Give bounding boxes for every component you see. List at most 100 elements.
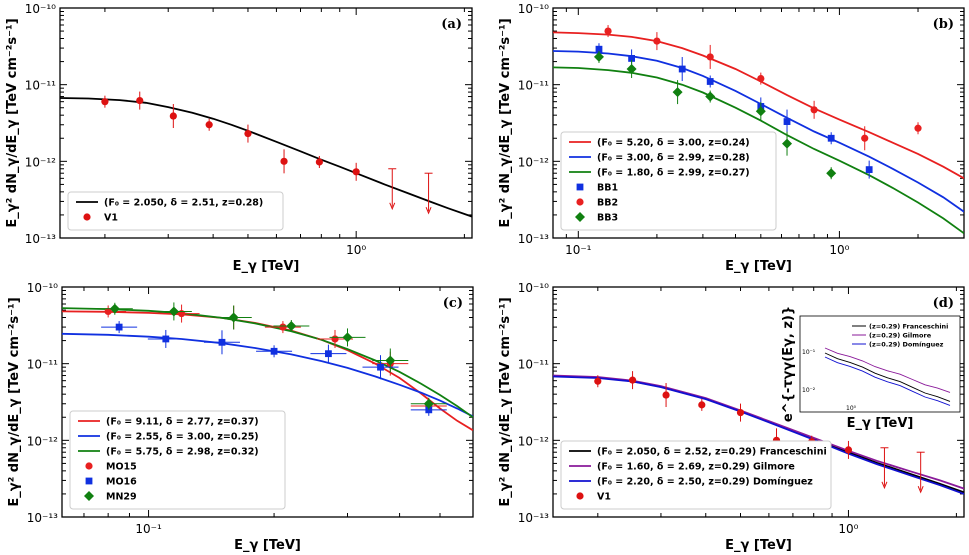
- upper-limit-arrow: [917, 486, 924, 494]
- data-point: [595, 45, 603, 53]
- data-point: [279, 323, 287, 331]
- x-tick-label: 10⁻¹: [565, 243, 592, 257]
- y-tick-label: 10⁻¹¹: [27, 358, 58, 372]
- inset-x-tick-label: 10⁰: [846, 405, 857, 412]
- legend-label: BB2: [597, 198, 618, 209]
- inset-chart: (z=0.29) Franceschini(z=0.29) Gilmore(z=…: [781, 306, 961, 431]
- data-point: [861, 134, 869, 142]
- data-point: [162, 335, 170, 343]
- data-point: [662, 391, 670, 399]
- data-point: [826, 168, 837, 179]
- data-point: [109, 303, 120, 314]
- data-point: [270, 347, 278, 355]
- x-axis-label: E_γ [TeV]: [725, 538, 792, 553]
- data-point: [653, 37, 661, 45]
- x-tick-label: 10⁻¹: [135, 522, 162, 536]
- data-point: [576, 492, 584, 500]
- data-point: [736, 409, 745, 417]
- legend-label: (F₀ = 2.050, δ = 2.52, z=0.29) Francesch…: [597, 447, 827, 458]
- y-tick-label: 10⁻¹²: [518, 155, 549, 169]
- data-point: [593, 51, 604, 62]
- legend-label: BB1: [597, 183, 618, 194]
- x-tick-label: 10⁰: [838, 522, 858, 536]
- data-point: [315, 158, 323, 166]
- data-point: [705, 91, 716, 102]
- data-point: [783, 118, 791, 125]
- y-tick-label: 10⁻¹⁰: [518, 281, 549, 295]
- panel-d: 10⁰ 10⁻¹³ 10⁻¹² 10⁻¹¹ 10⁻¹⁰ E_γ [TeV] E_γ² dN_…: [498, 281, 965, 553]
- x-axis-label: E_γ [TeV]: [234, 538, 301, 553]
- legend-label: (F₀ = 1.60, δ = 2.69, z=0.29) Gilmore: [597, 462, 795, 473]
- plot-area: [62, 302, 473, 432]
- y-tick-label: 10⁻¹²: [25, 155, 56, 169]
- data-point: [286, 320, 297, 331]
- y-axis-label: E_γ² dN_γ/dE_γ [TeV cm⁻²s⁻¹]: [5, 18, 20, 227]
- data-point: [594, 377, 602, 385]
- plot-area: [553, 25, 964, 235]
- panel-label: (c): [443, 296, 463, 311]
- y-tick-label: 10⁻¹⁰: [27, 281, 58, 295]
- legend-label: BB3: [597, 213, 618, 224]
- inset-curve: [824, 352, 951, 402]
- data-point: [85, 477, 93, 485]
- y-tick-label: 10⁻¹³: [518, 232, 549, 246]
- data-point: [810, 106, 818, 114]
- legend: (F₀ = 9.11, δ = 2.77, z=0.37) (F₀ = 2.55,…: [69, 410, 286, 510]
- inset-legend-label: (z=0.29) Franceschini: [869, 322, 948, 330]
- plot-frame: [552, 7, 965, 239]
- data-point: [755, 106, 766, 117]
- data-point: [115, 323, 123, 331]
- legend: (F₀ = 5.20, δ = 3.00, z=0.24) (F₀ = 3.00,…: [560, 131, 777, 231]
- upper-limit-arrow: [881, 481, 888, 490]
- data-point: [782, 138, 793, 149]
- legend-label: MN29: [106, 492, 137, 503]
- panel-label: (d): [933, 296, 954, 311]
- data-point: [698, 401, 706, 409]
- y-tick-label: 10⁻¹³: [518, 511, 549, 525]
- inset-y-tick-label: 10⁻¹: [802, 349, 816, 356]
- y-tick-label: 10⁻¹¹: [518, 358, 549, 372]
- series-line: [553, 66, 964, 235]
- legend-box: [67, 191, 284, 231]
- x-axis-label: E_γ [TeV]: [233, 259, 300, 274]
- data-point: [425, 406, 433, 414]
- data-point: [757, 74, 765, 83]
- data-point: [169, 112, 177, 120]
- legend-label: (F₀ = 9.11, δ = 2.77, z=0.37): [106, 417, 259, 428]
- upper-limit-arrow: [425, 207, 432, 215]
- data-point: [228, 312, 239, 323]
- data-point: [104, 307, 112, 316]
- x-tick-label: 10⁰: [829, 243, 849, 257]
- data-point: [218, 338, 226, 346]
- data-point: [331, 335, 339, 343]
- legend: (F₀ = 2.050, δ = 2.52, z=0.29) Francesch…: [560, 440, 832, 510]
- legend-box: [69, 410, 286, 510]
- data-point: [604, 27, 612, 35]
- data-point: [628, 55, 636, 62]
- legend-box: [560, 131, 777, 231]
- panel-c: 10⁻¹ 10⁻¹³ 10⁻¹² 10⁻¹¹ 10⁻¹⁰ E_γ [TeV] E_γ² dN…: [7, 281, 474, 553]
- inset-legend-label: (z=0.29) Gilmore: [869, 331, 932, 339]
- panel-label: (a): [441, 17, 462, 32]
- data-point: [844, 446, 853, 454]
- y-axis-label: E_γ² dN_γ/dE_γ [TeV cm⁻²s⁻¹]: [498, 18, 513, 227]
- y-axis-label: E_γ² dN_γ/dE_γ [TeV cm⁻²s⁻¹]: [498, 297, 513, 506]
- legend-label: (F₀ = 5.75, δ = 2.98, z=0.32): [106, 447, 259, 458]
- inset-legend-label: (z=0.29) Domínguez: [869, 340, 944, 348]
- data-point: [325, 350, 332, 358]
- series-line: [62, 307, 473, 419]
- legend-box: [560, 440, 832, 510]
- series-line: [60, 97, 472, 218]
- legend-label: (F₀ = 2.20, δ = 2.50, z=0.29) Domínguez: [597, 477, 813, 488]
- y-tick-label: 10⁻¹²: [27, 434, 58, 448]
- panel-b: 10⁻¹ 10⁰ 10⁻¹³ 10⁻¹² 10⁻¹¹ 10⁻¹⁰ E_γ [TeV] E_γ²…: [498, 2, 965, 274]
- y-tick-label: 10⁻¹⁰: [518, 2, 549, 16]
- data-point: [85, 462, 93, 470]
- data-point: [423, 398, 434, 409]
- data-point: [101, 98, 109, 106]
- plot-area: [60, 91, 472, 218]
- legend-label: MO15: [106, 462, 137, 473]
- y-tick-label: 10⁻¹¹: [25, 79, 56, 93]
- data-point: [576, 183, 584, 191]
